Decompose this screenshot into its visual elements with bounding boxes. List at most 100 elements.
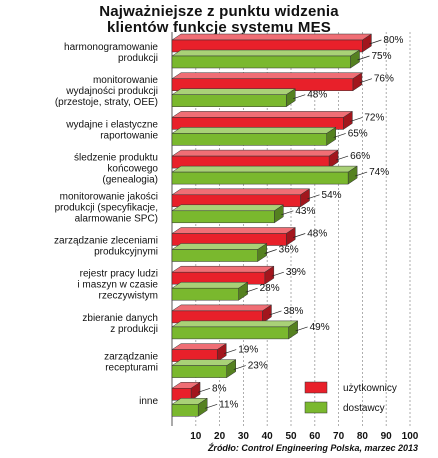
value-leader <box>293 94 306 100</box>
category-label: inne <box>139 396 158 407</box>
bar-uzytkownicy-top <box>171 111 354 118</box>
category-label: (przestoje, straty, OEE) <box>55 97 158 108</box>
category-label: raportowanie <box>100 130 158 141</box>
bar-dostawcy <box>171 210 275 224</box>
bar-uzytkownicy-top <box>171 265 275 273</box>
value-leader <box>245 287 258 293</box>
category-label: produkcji <box>118 53 158 64</box>
category-label: zbieranie danych <box>82 313 158 324</box>
category-label: harmonogramowanie <box>64 42 158 53</box>
value-leader <box>333 133 346 138</box>
bar-dostawcy <box>171 249 258 262</box>
bar-dostawcy-top <box>171 281 249 289</box>
value-label: 49% <box>310 322 330 333</box>
category-label: końcowego <box>107 164 158 175</box>
bar-uzytkownicy-top <box>171 33 373 41</box>
bar-dostawcy-top <box>171 243 268 250</box>
bar-uzytkownicy-top <box>171 227 297 234</box>
bar-uzytkownicy-top <box>171 188 311 196</box>
category-label: produkcyjnymi <box>94 247 158 258</box>
value-leader <box>233 365 246 370</box>
bar-dostawcy-top <box>171 88 297 95</box>
chart-title-line-2: klientów funkcje systemu MES <box>107 19 331 36</box>
category-label: z produkcji <box>110 324 158 335</box>
value-label: 28% <box>260 283 280 294</box>
value-label: 72% <box>364 112 384 123</box>
category-label: produkcji (specyfikacje, <box>55 202 158 213</box>
x-tick-label: 100 <box>402 431 419 442</box>
x-tick-label: 70 <box>333 431 345 442</box>
category-label: wydajności produkcji <box>65 86 158 97</box>
legend-swatch <box>304 381 328 394</box>
bar-dostawcy <box>171 287 239 301</box>
category-label: (genealogia) <box>102 175 158 186</box>
category-label: wydajne i elastyczne <box>65 119 158 130</box>
x-tick-label: 30 <box>238 431 250 442</box>
bar-dostawcy <box>171 326 289 340</box>
bar-uzytkownicy-top <box>171 304 273 312</box>
bar-dostawcy <box>171 365 227 378</box>
value-leader <box>269 310 282 316</box>
category-label: monitorowanie <box>93 75 158 86</box>
value-label: 43% <box>295 206 315 217</box>
x-tick-label: 90 <box>381 431 393 442</box>
category-label: recepturami <box>105 363 158 374</box>
value-label: 8% <box>212 383 227 394</box>
category-label: zarządzanie zleceniami <box>54 236 158 247</box>
value-leader <box>271 271 284 277</box>
bar-dostawcy-top <box>171 165 358 173</box>
bar-dostawcy-top <box>171 49 361 57</box>
value-leader <box>350 117 363 122</box>
value-label: 65% <box>348 128 368 139</box>
value-leader <box>357 55 370 61</box>
value-leader <box>281 210 294 216</box>
bar-uzytkownicy-top <box>171 72 363 79</box>
category-label: śledzenie produktu <box>74 153 158 164</box>
bar-dostawcy-top <box>171 204 285 212</box>
bar-dostawcy <box>171 94 287 107</box>
value-label: 39% <box>286 267 306 278</box>
value-leader <box>295 326 308 332</box>
value-label: 76% <box>374 74 394 85</box>
bar-dostawcy-top <box>171 359 237 366</box>
x-tick-label: 40 <box>262 431 274 442</box>
bar-dostawcy-top <box>171 127 337 134</box>
value-leader <box>355 171 368 177</box>
bar-uzytkownicy-top <box>171 149 339 157</box>
category-label: rzeczywistym <box>99 291 158 302</box>
value-label: 19% <box>238 345 258 356</box>
legend-label: dostawcy <box>343 403 385 414</box>
category-label: zarządzanie <box>104 352 158 363</box>
bar-dostawcy <box>171 133 327 146</box>
bar-dostawcy <box>171 404 199 417</box>
legend-swatch <box>304 401 328 414</box>
value-leader <box>359 78 372 84</box>
x-tick-label: 10 <box>190 431 202 442</box>
value-label: 75% <box>372 51 392 62</box>
category-label: i maszyn w czasie <box>77 280 158 291</box>
bar-dostawcy-top <box>171 320 299 328</box>
value-leader <box>264 249 277 254</box>
category-label: alarmowanie SPC) <box>75 213 158 224</box>
value-label: 66% <box>350 151 370 162</box>
x-tick-label: 60 <box>309 431 321 442</box>
value-label: 11% <box>219 399 238 410</box>
chart-title-line-1: Najważniejsze z punktu widzenia <box>99 3 339 20</box>
x-tick-label: 20 <box>214 431 226 442</box>
category-label: rejestr pracy ludzi <box>80 269 158 280</box>
value-leader <box>224 349 237 354</box>
value-leader <box>197 387 211 393</box>
value-leader <box>293 233 306 238</box>
value-leader <box>205 403 218 409</box>
value-label: 80% <box>383 35 403 46</box>
source-note: Źródło: Control Engineering Polska, marz… <box>207 443 418 453</box>
value-label: 36% <box>279 245 299 256</box>
value-label: 23% <box>248 361 268 372</box>
value-leader <box>369 39 382 45</box>
bar-dostawcy <box>171 55 351 69</box>
bar-dostawcy <box>171 171 349 185</box>
legend-label: użytkownicy <box>343 383 397 394</box>
category-label: monitorowanie jakości <box>60 191 158 202</box>
